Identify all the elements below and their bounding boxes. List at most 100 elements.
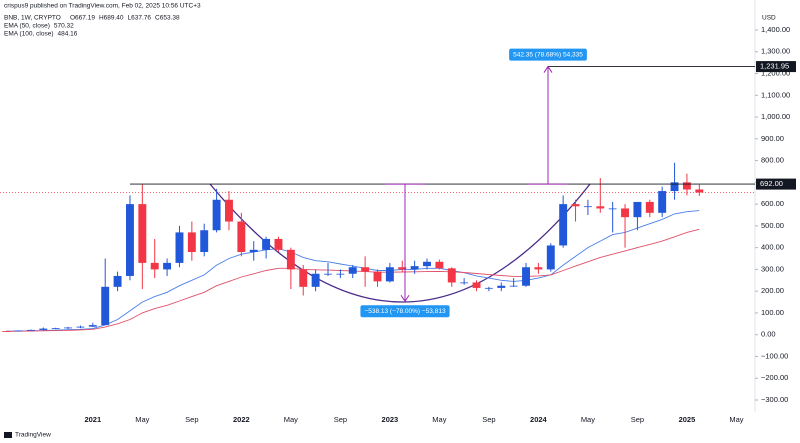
candle — [262, 236, 271, 259]
y-tick-label: 1,100.00 — [761, 90, 790, 99]
arrow-head — [400, 294, 410, 303]
price-tag — [756, 178, 796, 190]
candle-body — [237, 221, 246, 252]
candle-body — [51, 328, 60, 329]
x-tick-label: May — [284, 415, 298, 424]
candle — [658, 186, 667, 218]
candle — [101, 258, 110, 326]
candle — [695, 184, 704, 196]
candle-body — [472, 282, 481, 288]
candle — [26, 329, 35, 331]
candle — [200, 223, 209, 257]
candle — [187, 221, 196, 261]
candle-body — [423, 261, 431, 267]
candle — [398, 260, 407, 272]
candle — [670, 162, 679, 200]
brand-logo — [4, 432, 12, 438]
legend-value: 484.16 — [58, 31, 78, 38]
candle — [484, 286, 493, 292]
candle-body — [324, 273, 332, 275]
ohlc-value: C653.38 — [155, 15, 180, 22]
measure-label: 542.35 (78.68%) 54,335 — [513, 51, 583, 58]
candle — [385, 262, 394, 283]
candle-body — [26, 329, 35, 331]
ohlc-value: L637.76 — [128, 15, 152, 22]
x-tick-label: May — [581, 415, 595, 424]
candle-body — [460, 282, 469, 284]
y-tick-label: 100.00 — [761, 308, 784, 317]
candle — [621, 204, 630, 248]
ohlc-value: O667.19 — [70, 15, 95, 22]
y-tick-label: −300.00 — [761, 395, 788, 404]
candle — [534, 262, 543, 274]
candle-body — [311, 273, 320, 287]
candle — [138, 184, 147, 289]
candle-body — [286, 249, 295, 270]
candle-body — [608, 208, 617, 210]
x-tick-label: Sep — [185, 415, 198, 424]
candle — [423, 258, 431, 270]
candle-body — [522, 267, 530, 286]
currency: USD — [762, 15, 776, 22]
candle — [472, 280, 481, 292]
published-note: crispus9 published on TradingView.com, F… — [4, 3, 201, 10]
y-tick-label: −200.00 — [761, 373, 788, 382]
y-tick-label: 200.00 — [761, 286, 784, 295]
candle-body — [2, 331, 11, 332]
candle — [373, 269, 382, 287]
candle-body — [410, 266, 419, 270]
x-tick-label: May — [432, 415, 446, 424]
price-tag — [756, 61, 796, 73]
x-tick-label: Sep — [631, 415, 644, 424]
measure-box — [509, 48, 587, 61]
candle-body — [64, 327, 73, 329]
candle-body — [299, 269, 308, 287]
candle — [583, 199, 592, 215]
candle — [113, 271, 122, 292]
candle — [150, 238, 159, 279]
candle-body — [621, 208, 630, 218]
candle — [571, 199, 580, 222]
y-tick-label: 800.00 — [761, 156, 784, 165]
y-tick-label: 1,000.00 — [761, 112, 790, 121]
candle — [88, 322, 97, 328]
candle — [361, 256, 370, 287]
candle — [125, 195, 134, 281]
candle-body — [361, 267, 370, 272]
x-tick-label: 2021 — [84, 415, 101, 424]
candle — [212, 188, 221, 233]
brand: TradingView — [4, 432, 51, 439]
candle-body — [336, 273, 345, 275]
candle — [311, 269, 320, 292]
candle-body — [113, 275, 122, 287]
y-tick-label: 0.00 — [761, 330, 776, 339]
candle — [299, 265, 308, 296]
y-tick-label: 1,200.00 — [761, 69, 790, 78]
candle — [596, 178, 605, 213]
legend-label: EMA (100, close) — [4, 31, 54, 38]
y-tick-label: 900.00 — [761, 134, 784, 143]
candle-body — [435, 261, 444, 269]
candle — [460, 278, 469, 285]
candle — [435, 259, 444, 270]
candle-body — [497, 285, 506, 288]
candle — [286, 247, 295, 289]
y-tick-label: 400.00 — [761, 243, 784, 252]
candle-body — [546, 245, 555, 270]
candle-body — [596, 206, 605, 209]
candle — [324, 262, 332, 276]
candle-body — [200, 230, 209, 252]
candle-body — [101, 286, 110, 326]
x-tick-label: 2022 — [233, 415, 250, 424]
candle-body — [571, 204, 580, 207]
candle-body — [212, 199, 221, 231]
candle — [447, 267, 456, 287]
x-tick-label: 2024 — [530, 415, 548, 424]
candle-body — [76, 326, 85, 328]
candle-body — [39, 328, 48, 330]
ema-line — [6, 228, 700, 332]
candle-body — [633, 201, 642, 218]
x-tick-label: May — [135, 415, 149, 424]
candle — [336, 269, 345, 279]
